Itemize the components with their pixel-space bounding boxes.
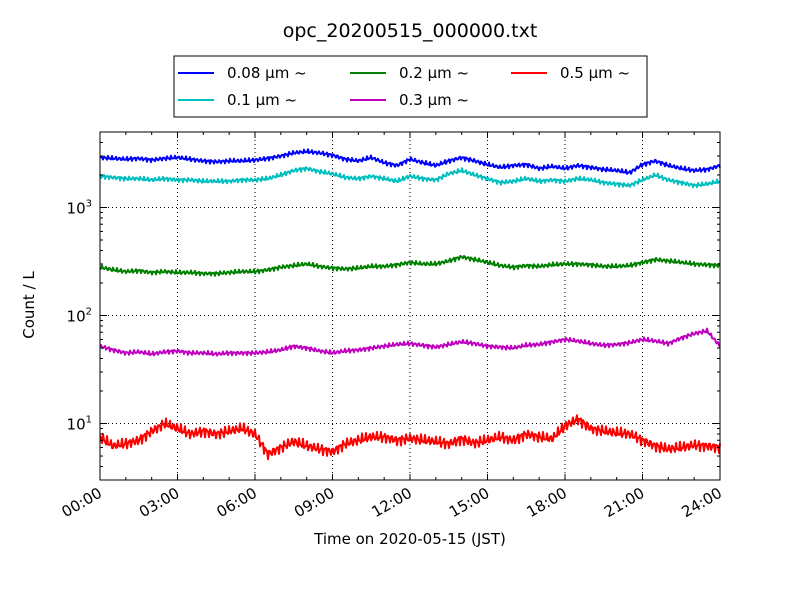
grid-lines (100, 132, 720, 480)
y-tick-label: 103 (67, 198, 92, 217)
series-line (99, 327, 721, 357)
legend-label: 0.5 μm ~ (560, 64, 630, 82)
legend: 0.08 μm ~ 0.2 μm ~ 0.5 μm ~ 0.1 μm ~ 0.3 μm … (173, 55, 648, 118)
axis-ticks (99, 131, 721, 481)
y-tick-labels: 101 102 103 (67, 198, 92, 433)
chart-title: opc_20200515_000000.txt (283, 20, 538, 42)
x-axis-label: Time on 2020-05-15 (JST) (313, 530, 506, 548)
series-line (99, 148, 721, 175)
legend-label: 0.1 μm ~ (227, 91, 297, 109)
y-axis-label: Count / L (20, 271, 38, 339)
series-line (99, 166, 721, 189)
series-lines (99, 148, 721, 461)
legend-label: 0.3 μm ~ (399, 91, 469, 109)
legend-label: 0.2 μm ~ (399, 64, 469, 82)
series-line (99, 255, 721, 277)
y-tick-label: 101 (67, 415, 92, 434)
legend-label: 0.08 μm ~ (227, 64, 307, 82)
legend-box (173, 55, 648, 118)
y-tick-label: 102 (67, 307, 92, 326)
series-line (99, 414, 721, 461)
